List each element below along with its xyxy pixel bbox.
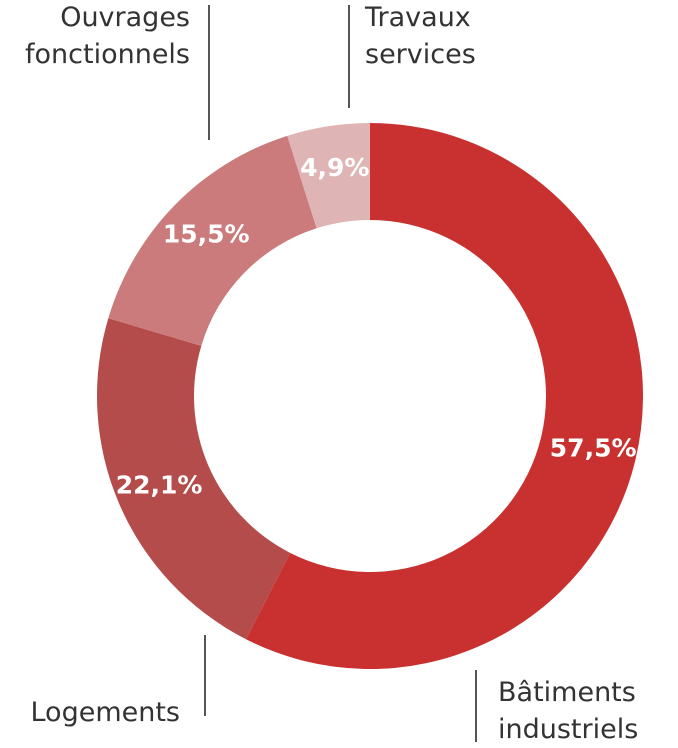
category-label: Ouvrages fonctionnels xyxy=(25,2,190,70)
donut-slice xyxy=(108,135,317,346)
donut-slice xyxy=(287,123,370,229)
value-label: 4,9% xyxy=(300,153,369,182)
category-label: Bâtiments industriels xyxy=(498,677,638,745)
value-label: 22,1% xyxy=(116,470,203,499)
category-label: Logements xyxy=(30,697,180,728)
value-label: 15,5% xyxy=(163,219,250,248)
donut-slice xyxy=(97,318,291,640)
category-label: Travaux services xyxy=(364,2,476,70)
value-label: 57,5% xyxy=(550,434,637,463)
donut-slice xyxy=(246,123,644,669)
